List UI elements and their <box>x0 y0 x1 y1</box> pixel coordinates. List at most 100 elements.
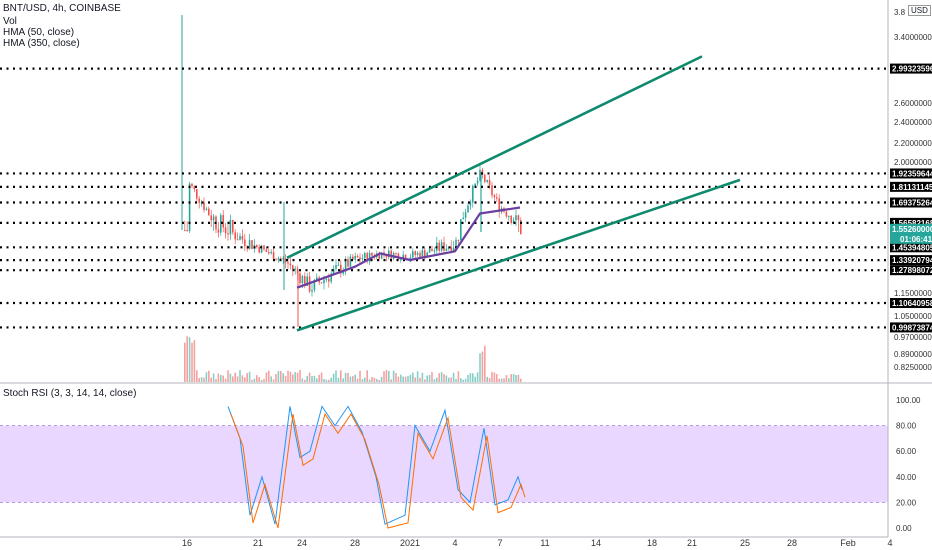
currency-label[interactable]: USD <box>908 5 931 16</box>
volume-bar <box>311 376 313 382</box>
volume-bar <box>270 376 272 382</box>
candle-body <box>467 205 469 213</box>
indicator-hma-50[interactable]: HMA (50, close) <box>3 27 75 38</box>
candle-body <box>378 253 380 259</box>
candle-body <box>469 202 472 206</box>
candlesticks <box>181 15 522 327</box>
candle-body <box>344 258 347 270</box>
price-tick: 3.8 <box>894 8 906 17</box>
time-tick: 21 <box>687 538 697 548</box>
volume-bar <box>241 375 244 382</box>
volume-bar <box>380 376 383 382</box>
volume-bar <box>392 370 395 382</box>
volume-bar <box>320 372 323 382</box>
candle-body <box>222 215 224 228</box>
volume-bar <box>234 372 236 382</box>
candle-body <box>416 252 419 255</box>
level-label: 1.27898072 <box>892 266 932 275</box>
candle-body <box>337 264 340 266</box>
stoch-title[interactable]: Stoch RSI (3, 3, 14, 14, close) <box>3 388 137 399</box>
candle-body <box>313 280 316 290</box>
volume-bar <box>388 370 390 382</box>
volume-bar <box>500 378 503 382</box>
volume-bar <box>476 372 479 382</box>
candle-body <box>481 169 484 175</box>
candle-body <box>227 233 229 235</box>
candle-body <box>421 250 424 258</box>
level-tag <box>890 217 932 228</box>
upper-channel-trendline[interactable] <box>286 55 703 259</box>
volume-bar <box>356 378 359 382</box>
volume-bar <box>222 375 224 382</box>
current-price-tag[interactable] <box>890 223 932 244</box>
volume-bar <box>455 379 457 382</box>
candle-body <box>236 239 239 241</box>
candle-body <box>306 276 308 287</box>
candle-body <box>332 268 335 274</box>
volume-bar <box>448 377 450 382</box>
volume-bar <box>232 376 234 382</box>
price-tick: 2.40000000 <box>894 118 932 127</box>
candle-body <box>244 239 246 247</box>
stoch-rsi-lines <box>227 405 526 529</box>
volume-bar <box>196 370 198 382</box>
candle-body <box>354 255 356 260</box>
stoch-k-line <box>227 405 523 525</box>
candle-body <box>440 242 443 251</box>
indicator-vol[interactable]: Vol <box>3 16 17 27</box>
volume-bar <box>481 351 484 382</box>
volume-bar <box>210 377 212 382</box>
volume-bar <box>265 372 268 382</box>
candle-body <box>488 179 491 186</box>
volume-bar <box>253 378 256 382</box>
candle-body <box>280 258 282 260</box>
candle-body <box>292 265 294 270</box>
volume-bar <box>402 376 404 382</box>
time-axis: 16 21 24 28 2021 4 7 11 14 18 21 25 28 Feb 4 <box>182 538 893 548</box>
candle-body <box>265 249 268 252</box>
volume-bar <box>493 372 496 382</box>
level-label: 1.33920794 <box>892 256 932 265</box>
candle-body <box>517 215 520 221</box>
stoch-tick: 40.00 <box>896 473 917 482</box>
candle-body <box>212 216 215 221</box>
volume-bar <box>409 374 412 382</box>
candle-body <box>256 244 258 247</box>
candle-body <box>515 215 517 221</box>
candle-body <box>184 230 186 231</box>
stoch-tick: 100.00 <box>896 396 921 405</box>
candle-body <box>450 247 452 251</box>
lower-channel-trendline[interactable] <box>296 178 741 332</box>
candle-body <box>455 239 457 248</box>
volume-bar <box>220 375 222 382</box>
volume-bar <box>368 379 371 382</box>
candle-body <box>282 258 284 260</box>
volume-bar <box>217 373 220 382</box>
volume-bar <box>203 377 205 382</box>
volume-bar <box>205 372 208 382</box>
volume-bar <box>488 377 491 382</box>
candle-body <box>366 253 368 262</box>
symbol-title[interactable]: BNT/USD, 4h, COINBASE <box>3 3 121 14</box>
volume-bar <box>188 337 191 382</box>
indicator-hma-350[interactable]: HMA (350, close) <box>3 38 80 49</box>
volume-bar <box>301 378 304 382</box>
candle-body <box>426 252 428 257</box>
level-label: 2.99323596 <box>892 65 932 74</box>
current-price-label: 1.55260000 <box>892 225 932 234</box>
candle-body <box>445 248 448 251</box>
candle-body <box>323 279 325 284</box>
time-tick: 2021 <box>400 538 420 548</box>
candle-body <box>364 253 366 258</box>
time-tick: 7 <box>497 538 502 548</box>
volume-bar <box>491 371 493 382</box>
volume-bar <box>313 375 316 382</box>
candle-body <box>491 185 493 196</box>
candle-body <box>457 239 460 241</box>
candle-body <box>464 212 467 218</box>
candle-body <box>452 247 455 251</box>
volume-bar <box>395 372 397 382</box>
volume-bar <box>472 373 474 382</box>
